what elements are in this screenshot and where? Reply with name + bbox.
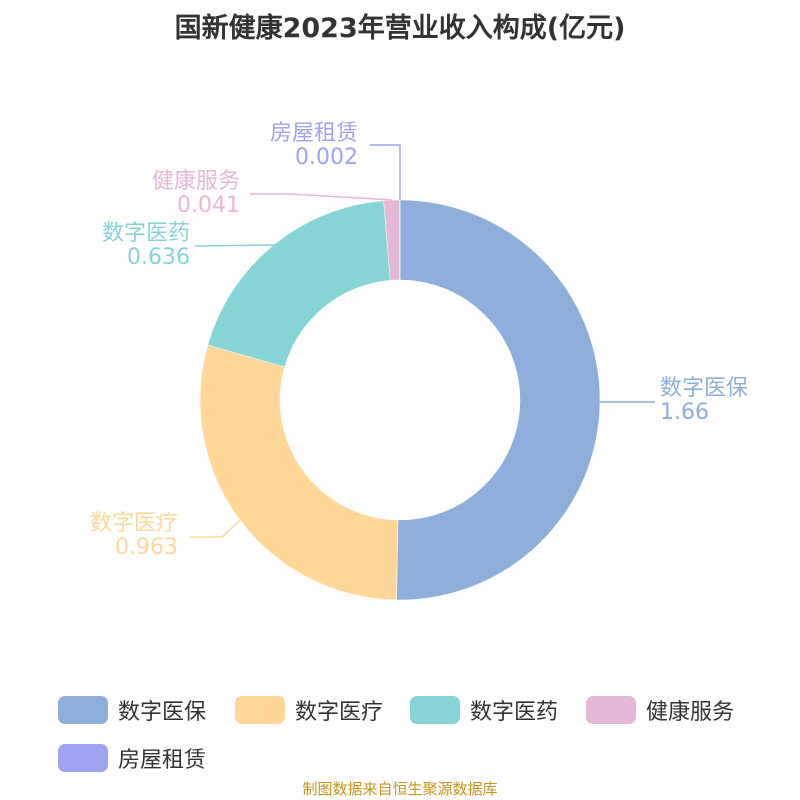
data-label-value: 0.002: [295, 145, 358, 170]
data-label-value: 0.636: [127, 245, 190, 270]
legend-item[interactable]: 数字医药: [410, 694, 558, 726]
legend-swatch: [586, 696, 636, 724]
legend-item[interactable]: 健康服务: [586, 694, 734, 726]
data-label-name: 房屋租赁: [270, 121, 358, 146]
legend-swatch: [410, 696, 460, 724]
slice-2[interactable]: [207, 200, 391, 368]
legend-item[interactable]: 数字医保: [58, 694, 206, 726]
leader-line-3: [250, 193, 393, 201]
legend-swatch: [58, 696, 108, 724]
legend-label: 健康服务: [646, 700, 735, 725]
data-label-name: 健康服务: [152, 169, 240, 194]
data-label-value: 0.041: [177, 193, 240, 218]
legend-label: 数字医疗: [295, 700, 384, 725]
data-label-value: 0.963: [115, 535, 178, 560]
chart-title: 国新健康2023年营业收入构成(亿元): [174, 13, 626, 44]
data-label-name: 数字医疗: [90, 511, 178, 536]
leader-line-2: [194, 244, 276, 247]
leader-line-4: [370, 144, 401, 200]
source-footer: 制图数据来自恒生聚源数据库: [302, 780, 498, 798]
legend-item[interactable]: 房屋租赁: [58, 742, 206, 774]
legend-label: 数字医保: [118, 700, 207, 725]
legend-swatch: [58, 744, 108, 772]
slice-4[interactable]: [398, 199, 401, 281]
data-label-name: 数字医药: [102, 221, 190, 246]
slice-0[interactable]: [396, 199, 601, 601]
data-label-name: 数字医保: [660, 376, 748, 401]
data-label-value: 1.66: [660, 400, 709, 425]
slice-1[interactable]: [199, 344, 399, 601]
legend-swatch: [235, 696, 285, 724]
leader-line-1: [190, 519, 241, 538]
legend-item[interactable]: 数字医疗: [235, 694, 383, 726]
legend-label: 房屋租赁: [118, 748, 207, 773]
legend-label: 数字医药: [470, 700, 559, 725]
